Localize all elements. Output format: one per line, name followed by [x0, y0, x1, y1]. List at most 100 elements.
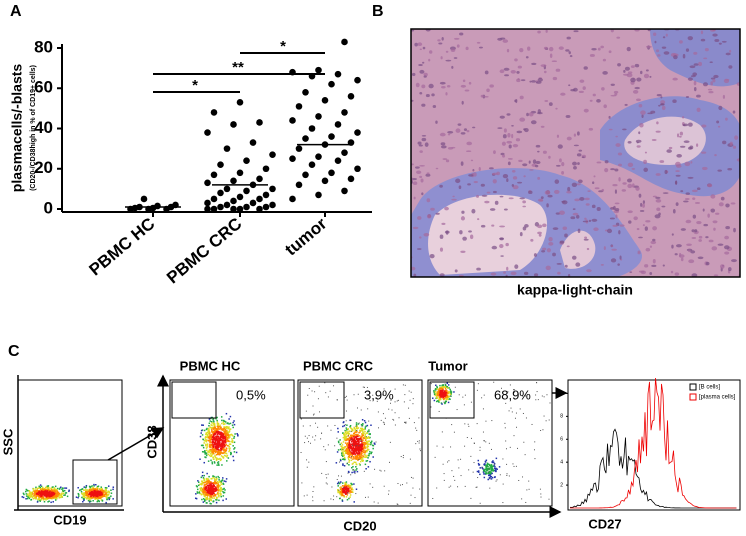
nucleus	[476, 195, 479, 198]
nucleus	[557, 263, 562, 265]
nucleus	[539, 234, 542, 237]
nucleus	[664, 51, 670, 54]
nucleus	[500, 116, 505, 119]
x-label: CD19	[53, 512, 86, 527]
nucleus	[688, 259, 694, 263]
nucleus	[560, 241, 565, 244]
nucleus	[627, 47, 631, 51]
nucleus	[561, 201, 565, 203]
event	[491, 470, 493, 472]
event	[204, 481, 206, 483]
event	[325, 392, 326, 393]
event	[453, 391, 455, 393]
event	[88, 494, 90, 496]
event	[326, 482, 327, 483]
event	[440, 388, 442, 390]
nucleus	[531, 120, 537, 124]
event	[439, 394, 441, 396]
event	[58, 497, 60, 499]
nucleus	[553, 77, 557, 80]
nucleus	[583, 221, 588, 223]
nucleus	[666, 149, 671, 153]
nucleus	[549, 47, 553, 51]
nucleus	[540, 199, 544, 201]
nucleus	[625, 67, 630, 71]
nucleus	[491, 224, 494, 226]
event	[418, 417, 419, 418]
nucleus	[541, 196, 544, 199]
event	[34, 494, 36, 496]
event	[206, 446, 208, 448]
event	[346, 491, 348, 493]
nucleus	[574, 134, 576, 137]
y-label: SSC	[0, 428, 15, 455]
event	[353, 435, 355, 437]
nucleus	[637, 252, 640, 255]
event	[344, 457, 346, 459]
nucleus	[445, 60, 451, 62]
nucleus	[720, 264, 725, 268]
nucleus	[530, 239, 533, 242]
event	[232, 456, 234, 458]
event	[213, 477, 215, 479]
nucleus	[507, 49, 509, 53]
event	[112, 498, 114, 500]
event	[345, 431, 347, 433]
event	[208, 425, 210, 427]
dot	[269, 186, 276, 193]
nucleus	[433, 105, 436, 108]
event	[334, 445, 335, 446]
nucleus	[526, 56, 529, 58]
event	[485, 461, 487, 463]
event	[349, 430, 351, 432]
event	[362, 423, 364, 425]
event	[213, 448, 215, 450]
event	[359, 456, 361, 458]
event	[233, 437, 235, 439]
event	[313, 405, 314, 406]
event	[512, 463, 513, 464]
event	[209, 482, 211, 484]
event	[203, 477, 205, 479]
dot	[335, 157, 342, 164]
event	[485, 469, 487, 471]
event	[361, 436, 363, 438]
event	[484, 477, 486, 479]
event	[211, 435, 213, 437]
event	[40, 487, 42, 489]
event	[490, 472, 492, 474]
nucleus	[577, 153, 582, 156]
event	[230, 423, 232, 425]
event	[384, 422, 385, 423]
nucleus	[536, 81, 542, 84]
event	[388, 490, 389, 491]
event	[216, 431, 218, 433]
dot	[354, 129, 361, 136]
nucleus	[595, 187, 600, 189]
event	[50, 488, 52, 490]
nucleus	[479, 167, 481, 171]
event	[85, 489, 87, 491]
nucleus	[682, 116, 684, 118]
nucleus	[628, 71, 632, 73]
event	[207, 481, 209, 483]
dot	[230, 198, 237, 205]
event	[228, 446, 230, 448]
event	[395, 401, 396, 402]
nucleus	[448, 147, 453, 150]
event	[342, 493, 344, 495]
nucleus	[555, 108, 557, 110]
event	[364, 444, 366, 446]
event	[111, 492, 113, 494]
nucleus	[725, 203, 729, 207]
event	[210, 460, 212, 462]
event	[370, 444, 372, 446]
nucleus	[563, 227, 568, 230]
event	[216, 464, 218, 466]
dot	[224, 145, 231, 152]
nucleus	[623, 70, 625, 73]
nucleus	[710, 61, 713, 63]
event	[219, 434, 221, 436]
event	[368, 497, 369, 498]
event	[234, 436, 236, 438]
